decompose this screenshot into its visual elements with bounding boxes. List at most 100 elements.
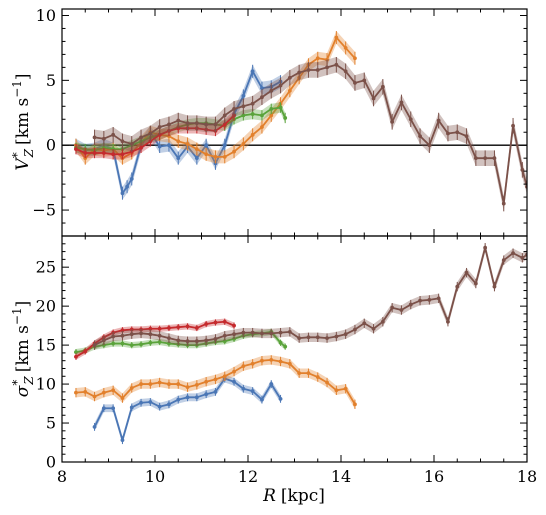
sigmaz-series-5-point: [232, 332, 236, 337]
sigmaz-series-5-point: [222, 333, 227, 338]
sigmaz-series-5-point: [446, 319, 450, 324]
vz-series-5-point: [343, 69, 348, 74]
vz-ticks: [61, 9, 528, 237]
sigmaz-series-5-point: [148, 332, 153, 337]
sigmaz-series-5-point: [353, 327, 357, 332]
sigmaz-series-2-point: [148, 382, 153, 386]
vz-series-2-point: [250, 132, 255, 137]
vz-series-4-point: [101, 151, 106, 155]
sigmaz-series-4-point: [148, 326, 153, 331]
vz-series-3-point: [241, 113, 246, 118]
sigmaz-series-5-point: [185, 339, 190, 344]
vz-series-5-point: [269, 88, 274, 93]
vz-series-1-point: [222, 143, 227, 148]
vz-series-5-point: [353, 81, 357, 85]
sigmaz-series-2-point: [213, 377, 218, 382]
vz-series-1-point: [194, 156, 199, 161]
sigmaz-series-5-point: [380, 319, 385, 324]
sigmaz-series-5-point: [343, 332, 348, 337]
sigmaz-series-group: [74, 243, 527, 445]
vz-series-5-point: [371, 96, 376, 101]
vz-series-5: [92, 56, 527, 212]
vz-axes-frame: [61, 8, 528, 237]
sigmaz-xtick-label: 16: [424, 467, 444, 486]
vz-series-5-point: [427, 143, 432, 148]
vz-series-5-point: [167, 122, 171, 127]
sigmaz-series-2-point: [101, 390, 106, 395]
sigmaz-series-5-point: [418, 298, 422, 303]
vz-series-5-point: [157, 125, 162, 129]
sigmaz-series-5-point: [157, 333, 162, 338]
vz-series-5-point: [325, 65, 329, 70]
sigmaz-series-4-point: [204, 322, 209, 326]
vz-series-2-point: [343, 46, 348, 50]
vz-series-2-band: [75, 31, 355, 165]
sigmaz-series-5-point: [101, 338, 106, 343]
sigmaz-ytick-label: 10: [36, 375, 56, 394]
vz-series-5-point: [315, 68, 320, 72]
sigmaz-series-2-point: [260, 358, 264, 363]
sigmaz-series-1-point: [260, 397, 264, 402]
sigmaz-series-4-point: [176, 325, 181, 330]
vz-ytick-label: 0: [46, 136, 56, 155]
sigmaz-series-5-point: [473, 281, 478, 286]
sigmaz-series-5-point: [427, 298, 432, 302]
vz-series-1-point: [129, 177, 134, 181]
vz-series-4-point: [157, 132, 162, 137]
sigmaz-series-2-point: [334, 388, 339, 393]
sigmaz-series-4-point: [167, 326, 171, 330]
sigmaz-series-4-point: [157, 326, 162, 331]
sigmaz-series-2-point: [74, 390, 78, 395]
sigmaz-series-2: [74, 355, 357, 410]
sigmaz-series-4-band: [75, 318, 235, 360]
sigmaz-xtick-label: 10: [145, 467, 165, 486]
sigmaz-series-5-point: [390, 305, 395, 310]
sigmaz-series-5-point: [287, 329, 292, 334]
sigmaz-ytick-label: 0: [46, 453, 56, 472]
vz-series-5-point: [129, 142, 134, 146]
sigmaz-axes-frame: [61, 235, 528, 463]
sigmaz-series-2-point: [250, 361, 255, 366]
vz-tick-labels: −5 0 5 10: [32, 6, 56, 220]
vz-series-2-point: [204, 152, 209, 157]
vz-series-5-point: [232, 106, 236, 111]
sigmaz-series-5-point: [464, 270, 469, 275]
vz-series-5-point: [362, 78, 367, 83]
sigmaz-series-5-point: [129, 332, 134, 337]
vz-series-5-point: [436, 118, 441, 123]
vz-series-2-point: [83, 156, 88, 161]
sigmaz-series-4-point: [185, 324, 190, 329]
sigmaz-series-1-point: [139, 400, 143, 405]
sigmaz-series-1-point: [250, 389, 255, 393]
sigmaz-series-2-point: [343, 386, 348, 391]
sigmaz-series-1-point: [157, 404, 162, 409]
sigmaz-series-1-point: [269, 382, 274, 386]
vz-series-4-point: [120, 152, 125, 157]
vz-series-5-point: [464, 134, 469, 139]
sigmaz-ytick-label: 20: [36, 297, 56, 316]
vz-series-5-point: [148, 131, 153, 136]
vz-series-4-point: [148, 139, 153, 144]
sigmaz-series-3-point: [111, 341, 116, 346]
sigmaz-series-5-point: [334, 334, 339, 339]
vz-series-3-point: [283, 116, 288, 120]
vz-series-2-point: [185, 142, 190, 146]
sigmaz-series-5: [92, 243, 527, 350]
sigmaz-series-5-point: [120, 333, 125, 338]
sigmaz-series-2-point: [287, 361, 292, 366]
sigmaz-series-5-point: [92, 343, 97, 348]
sigmaz-ytick-label: 15: [36, 336, 56, 355]
sigmaz-series-4-point: [194, 326, 199, 330]
sigmaz-series-1-point: [101, 406, 106, 411]
sigmaz-series-4-point: [222, 319, 227, 324]
sigmaz-series-2-point: [315, 375, 320, 379]
vz-series-4-point: [111, 152, 116, 157]
sigmaz-series-3-point: [222, 339, 227, 344]
sigmaz-ticks: [61, 235, 528, 463]
sigmaz-series-2-point: [167, 382, 171, 386]
sigmaz-series-2-point: [157, 380, 162, 385]
vz-series-4-point: [139, 145, 143, 150]
sigmaz-series-5-point: [315, 335, 320, 340]
vz-series-4-point: [222, 122, 227, 127]
sigmaz-series-5-point: [204, 338, 209, 343]
